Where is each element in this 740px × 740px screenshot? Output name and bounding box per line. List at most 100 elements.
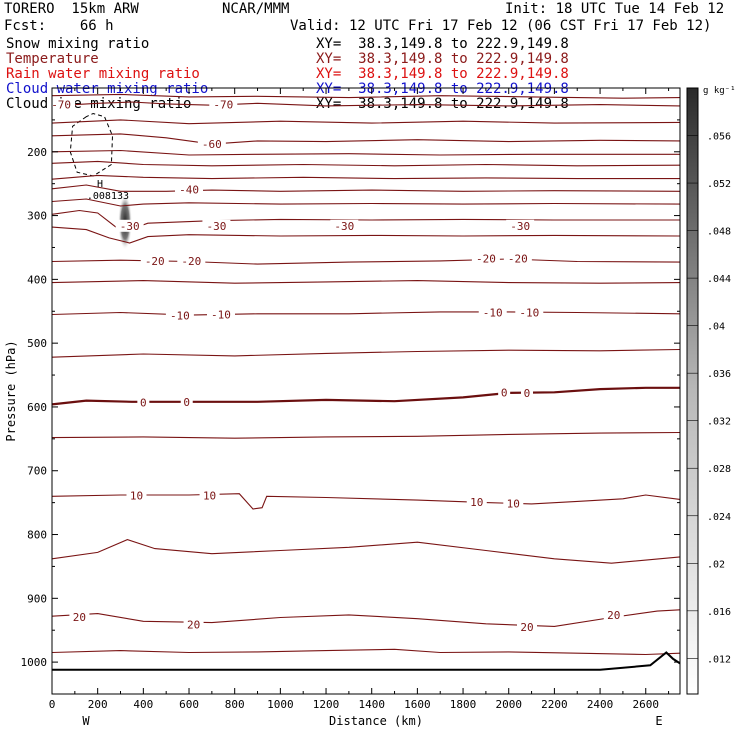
contour-label-bg — [69, 610, 90, 623]
isotherm-line — [51, 160, 681, 167]
legend-label: Temperature — [6, 51, 99, 67]
x-tick-label: 400 — [133, 698, 153, 711]
x-tick-label: 1000 — [267, 698, 294, 711]
contour-label-bg — [183, 618, 204, 631]
y-tick-label: 700 — [27, 465, 47, 478]
isotherm-line — [51, 149, 680, 156]
contour-label-bg — [466, 495, 487, 508]
contour-label-bg — [206, 308, 235, 321]
contour-label: -70 — [213, 99, 233, 112]
legend-label: Rain water mixing ratio — [6, 66, 200, 82]
contour-label: -20 — [181, 255, 201, 268]
contour-label-bg — [140, 254, 169, 267]
x-tick-label: 1400 — [358, 698, 385, 711]
contour-label: -10 — [519, 307, 539, 320]
y-tick-label: 400 — [27, 273, 47, 286]
contour-label: -30 — [206, 220, 226, 233]
y-tick-label: 200 — [27, 146, 47, 159]
contour-label-bg — [175, 183, 204, 196]
isotherm-line — [51, 386, 680, 406]
contour-label: -10 — [211, 308, 231, 321]
isotherm-line — [51, 184, 681, 192]
isotherm-line — [51, 609, 681, 627]
isotherm-line — [51, 280, 681, 284]
legend-xy: XY= 38.3,149.8 to 222.9,149.8 — [316, 36, 569, 52]
contour-label-bg — [503, 252, 532, 265]
contour-label-bg — [47, 98, 76, 111]
contour-label: 20 — [73, 611, 86, 624]
legend-xy: XY= 38.3,149.8 to 222.9,149.8 — [316, 51, 569, 67]
isotherm-line — [51, 431, 681, 439]
snow-contour — [69, 112, 114, 177]
legend-label: Cloud water mixing ratio — [6, 81, 209, 97]
colorbar-units: g kg⁻¹ — [703, 86, 736, 96]
x-tick-label: 1800 — [450, 698, 477, 711]
contour-label-bg — [180, 395, 193, 408]
x-axis-label: Distance (km) — [329, 714, 423, 728]
isotherm-line — [51, 119, 681, 125]
west-label: W — [82, 714, 90, 728]
isotherm-line — [51, 226, 681, 244]
x-tick-label: 2400 — [587, 698, 614, 711]
contour-label-bg — [209, 98, 238, 111]
center-title: NCAR/MMM — [222, 1, 290, 17]
colorbar-label: .052 — [707, 179, 731, 190]
contour-label: 20 — [187, 618, 200, 631]
contour-label-bg — [515, 306, 544, 319]
contour-label: -40 — [179, 183, 199, 196]
contour-label-bg — [506, 219, 535, 232]
x-tick-label: 1200 — [313, 698, 340, 711]
colorbar-label: .044 — [707, 274, 731, 285]
x-tick-label: 0 — [49, 698, 56, 711]
contour-label-bg — [478, 306, 507, 319]
contour-label: -20 — [145, 255, 165, 268]
isotherm-line — [51, 311, 681, 316]
isotherm-line — [51, 198, 681, 207]
colorbar-label: .016 — [707, 607, 731, 618]
legend-xy: XY= 38.3,149.8 to 222.9,149.8 — [316, 66, 569, 82]
contour-label-bg — [115, 219, 144, 232]
east-label: E — [655, 714, 662, 728]
contour-label-bg — [197, 138, 226, 151]
ground-line — [52, 651, 681, 671]
isotherm-line — [51, 348, 681, 358]
contour-label: 10 — [203, 490, 216, 503]
isotherm-line — [51, 174, 680, 180]
valid-time: Valid: 12 UTC Fri 17 Feb 12 (06 CST Fri … — [290, 18, 712, 34]
contour-label-bg — [177, 254, 206, 267]
y-tick-label: 500 — [27, 337, 47, 350]
isotherm-line — [51, 209, 680, 231]
colorbar-label: .024 — [707, 512, 731, 523]
contour-label-bg — [516, 621, 537, 634]
colorbar — [686, 87, 699, 695]
isotherm-line — [51, 93, 681, 99]
colorbar-label: .012 — [707, 654, 731, 665]
contour-label-bg — [520, 386, 533, 399]
colorbar-label: .048 — [707, 227, 731, 238]
x-tick-label: 600 — [179, 698, 199, 711]
contour-label-bg — [503, 497, 524, 510]
contour-label: -30 — [120, 220, 140, 233]
contour-label: 0 — [183, 396, 190, 409]
legend-xy: XY= 38.3,149.8 to 222.9,149.8 — [316, 81, 569, 97]
contour-label: -60 — [202, 138, 222, 151]
contour-label: 0 — [140, 396, 147, 409]
isotherm-line — [51, 101, 681, 107]
y-tick-label: 600 — [27, 401, 47, 414]
contour-label-bg — [126, 489, 147, 502]
contour-label: 20 — [520, 621, 533, 634]
contour-label: -10 — [170, 310, 190, 323]
contour-label-bg — [471, 252, 500, 265]
contour-label-bg — [330, 219, 359, 232]
contour-label: -20 — [476, 252, 496, 265]
colorbar-label: .056 — [707, 132, 731, 143]
plot-frame — [51, 87, 681, 695]
x-tick-label: 1600 — [404, 698, 431, 711]
contour-label: 0 — [501, 386, 508, 399]
colorbar-label: .02 — [707, 559, 725, 570]
colorbar-label: .04 — [707, 322, 725, 333]
contour-label: 10 — [470, 496, 483, 509]
y-tick-label: 900 — [27, 592, 47, 605]
legend-label: Snow mixing ratio — [6, 36, 150, 52]
